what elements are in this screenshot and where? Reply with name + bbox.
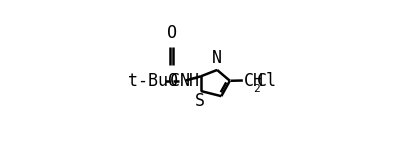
Text: S: S bbox=[195, 92, 205, 110]
Text: NH: NH bbox=[179, 71, 200, 90]
Text: t-BuO: t-BuO bbox=[128, 71, 178, 90]
Text: 2: 2 bbox=[254, 84, 260, 94]
Text: C: C bbox=[170, 71, 180, 90]
Text: Cl: Cl bbox=[257, 71, 277, 90]
Text: O: O bbox=[167, 24, 177, 42]
Text: CH: CH bbox=[244, 71, 264, 90]
Text: N: N bbox=[212, 49, 222, 67]
